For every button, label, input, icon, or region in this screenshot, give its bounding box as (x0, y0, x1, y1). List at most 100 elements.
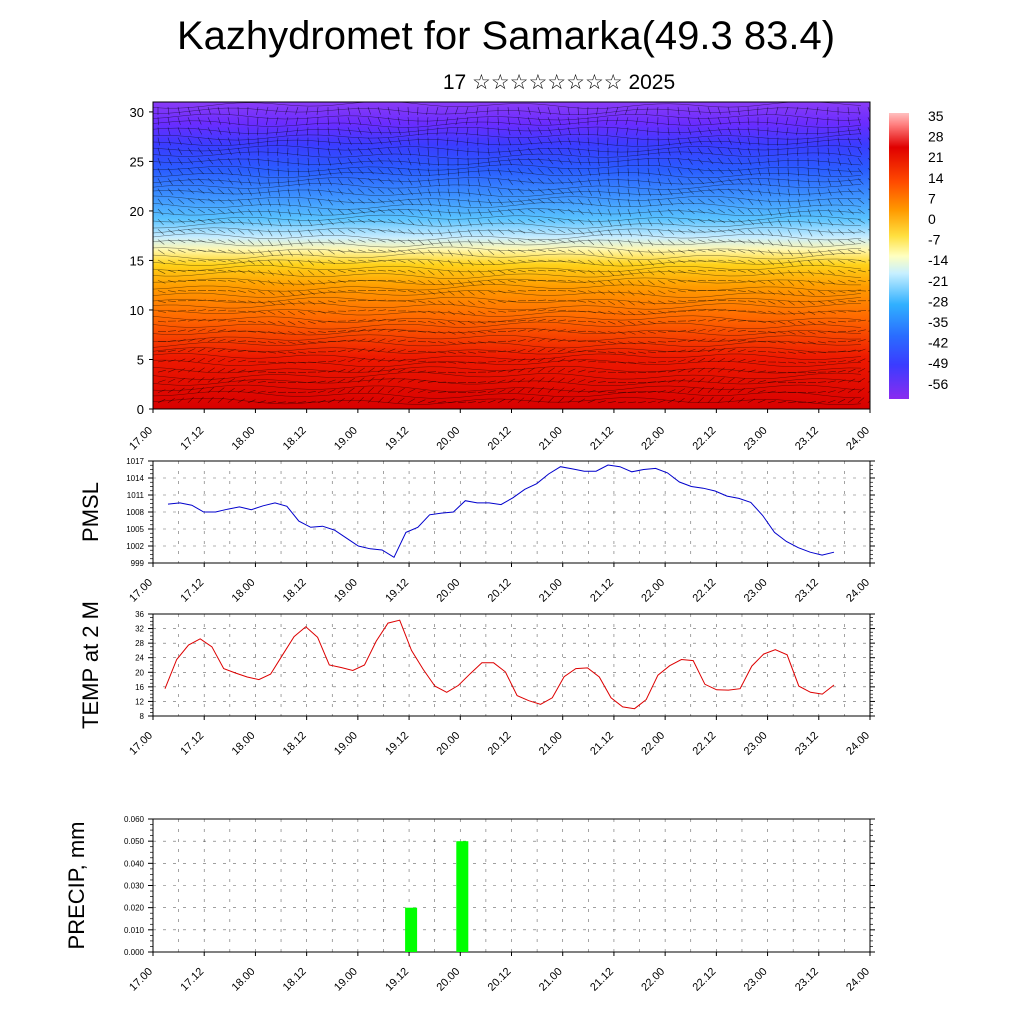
wind-barb (717, 137, 723, 145)
wind-barb (277, 147, 279, 156)
wind-barb (497, 127, 500, 136)
wind-barb (707, 157, 714, 165)
contour-line (153, 145, 862, 153)
wind-barb (807, 239, 813, 247)
wind-barb (787, 259, 794, 267)
wind-barb (517, 387, 525, 393)
wind-barb (757, 389, 766, 393)
wind-barb (757, 127, 759, 136)
wind-barb (737, 329, 746, 332)
wind-barb (677, 339, 686, 342)
wind-barb (157, 399, 166, 404)
wind-barb (367, 249, 376, 252)
wind-barb (647, 381, 657, 383)
wind-barb (547, 387, 555, 393)
wind-barb (237, 300, 246, 303)
wind-barb (307, 341, 316, 344)
wind-barb (197, 367, 205, 373)
wind-barb (847, 198, 854, 205)
contour-line (153, 384, 862, 392)
wind-barb (167, 178, 173, 186)
wind-barb (587, 280, 596, 285)
wind-barb (607, 320, 616, 325)
wind-barb (297, 168, 300, 177)
wind-barb (797, 401, 807, 404)
wind-barb (237, 280, 246, 284)
wind-barb (727, 348, 736, 353)
wind-barb (357, 387, 365, 393)
wind-barb (557, 117, 561, 125)
y-tick-label: 1011 (127, 491, 145, 500)
wind-barb (407, 350, 416, 353)
wind-barb (397, 106, 400, 115)
wind-barb (637, 310, 646, 315)
x-tick-label: 19.12 (383, 730, 411, 758)
contour-line (153, 321, 862, 330)
wind-barb (435, 106, 439, 115)
contour-line (153, 151, 862, 160)
wind-barb (257, 269, 265, 276)
wind-barb (237, 249, 246, 255)
x-tick-label: 18.00 (230, 966, 258, 994)
wind-barb (737, 218, 745, 225)
contour-line (153, 277, 861, 286)
wind-barb (296, 127, 299, 136)
wind-barb (367, 157, 374, 165)
wind-barb (437, 290, 445, 296)
wind-barb (377, 178, 385, 185)
wind-barb (757, 239, 765, 246)
wind-barb (487, 188, 492, 196)
heatmap-x-tick-label: 22.00 (639, 425, 667, 453)
x-tick-label: 24.00 (844, 966, 872, 994)
wind-barb (497, 280, 506, 284)
wind-barb (197, 147, 203, 155)
wind-barb (597, 239, 604, 246)
wind-barb (577, 127, 580, 136)
contour-line (153, 328, 862, 336)
wind-barb (197, 117, 202, 125)
heatmap-y-tick-label: 5 (137, 352, 144, 367)
wind-barb (827, 390, 836, 393)
wind-barb (847, 398, 855, 404)
wind-barb (617, 168, 619, 177)
wind-barb (417, 380, 426, 383)
wind-barb (597, 249, 604, 256)
wind-barb (837, 320, 847, 323)
colorbar-label: -49 (928, 355, 948, 371)
wind-barb (397, 137, 402, 146)
wind-barb (475, 106, 479, 115)
wind-barb (477, 239, 484, 246)
wind-barb (657, 290, 666, 295)
wind-barb (357, 309, 366, 312)
wind-barb (507, 188, 514, 195)
wind-barb (167, 188, 174, 195)
wind-barb (407, 198, 414, 206)
wind-barb (347, 358, 356, 363)
wind-barb (217, 137, 223, 145)
wind-barb (707, 198, 715, 204)
wind-barb (627, 320, 636, 325)
x-tick-label: 23.00 (742, 966, 770, 994)
wind-barb (397, 168, 403, 175)
wind-barb (527, 269, 536, 272)
heatmap-x-tick-label: 17.12 (178, 425, 206, 453)
wind-barb (387, 106, 391, 115)
wind-barb (167, 208, 175, 215)
wind-barb (797, 320, 806, 325)
wind-barb (317, 280, 326, 285)
wind-barb (827, 229, 834, 236)
wind-barb (207, 367, 215, 373)
wind-barb (527, 167, 534, 175)
wind-barb (467, 401, 476, 404)
wind-barb (607, 157, 609, 167)
wind-barb (157, 259, 166, 265)
wind-barb (567, 208, 575, 215)
wind-barb (497, 310, 506, 313)
wind-barb (527, 239, 536, 243)
wind-barb (187, 338, 196, 342)
wind-barb (627, 219, 632, 227)
wind-barb (347, 218, 355, 224)
wind-barb (387, 367, 396, 373)
wind-barb (547, 229, 556, 233)
x-tick-label: 23.00 (742, 730, 770, 758)
